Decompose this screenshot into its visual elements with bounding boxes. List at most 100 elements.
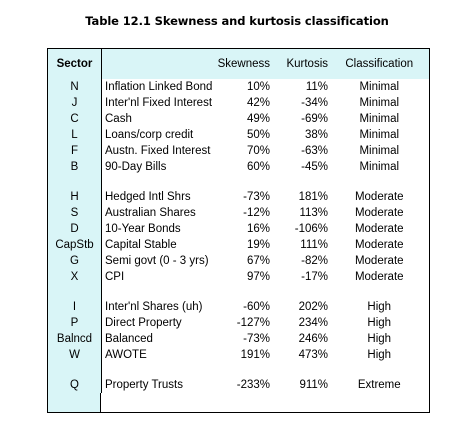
kurtosis-value: -106%	[294, 223, 328, 235]
skewness-value: 49%	[246, 113, 270, 125]
skewness-value: -60%	[243, 301, 270, 313]
kurtosis-value: 202%	[298, 301, 328, 313]
skewness-value: -73%	[243, 333, 270, 345]
kurtosis-value: 246%	[298, 333, 328, 345]
group-spacer	[48, 285, 429, 299]
kurtosis-value: 911%	[299, 379, 328, 391]
table-row: C Cash 49% -69% Minimal	[48, 111, 429, 127]
header-kurtosis: Kurtosis	[272, 49, 330, 79]
skewness-value: 191%	[240, 349, 270, 361]
sector-name: Inter'nl Fixed Interest	[105, 97, 213, 109]
table-row: X CPI 97% -17% Moderate	[48, 269, 429, 285]
kurtosis-value: -69%	[301, 113, 328, 125]
skewness-value: -127%	[236, 317, 270, 329]
table-row: I Inter'nl Shares (uh) -60% 202% High	[48, 299, 429, 315]
classification-value: Minimal	[359, 113, 400, 125]
sector-name: Capital Stable	[105, 239, 177, 251]
skewness-value: 19%	[246, 239, 270, 251]
table-row: Q Property Trusts -233% 911% Extreme	[48, 377, 429, 393]
classification-value: Extreme	[357, 379, 401, 391]
header-name	[101, 49, 208, 79]
sector-code: X	[48, 269, 102, 285]
table-row: CapStb Capital Stable 19% 111% Moderate	[48, 237, 429, 253]
sector-name: 10-Year Bonds	[105, 223, 181, 235]
skewness-value: 67%	[246, 255, 270, 267]
header-sector: Sector	[48, 49, 102, 79]
sector-name: AWOTE	[105, 349, 147, 361]
table-row: G Semi govt (0 - 3 yrs) 67% -82% Moderate	[48, 253, 429, 269]
sector-name: Inflation Linked Bond	[105, 81, 213, 93]
table-row: N Inflation Linked Bond 10% 11% Minimal	[48, 79, 429, 95]
sector-code: N	[48, 79, 102, 95]
kurtosis-value: 234%	[298, 317, 328, 329]
sector-code: C	[48, 111, 102, 127]
kurtosis-value: -82%	[301, 255, 328, 267]
table-frame: Sector Skewness Kurtosis Classification …	[47, 48, 430, 413]
classification-value: Minimal	[359, 97, 400, 109]
table-row: B 90-Day Bills 60% -45% Minimal	[48, 159, 429, 175]
sector-name: Direct Property	[105, 317, 182, 329]
classification-value: Minimal	[359, 161, 400, 173]
sector-name: 90-Day Bills	[105, 161, 167, 173]
classification-value: High	[367, 349, 392, 361]
classification-value: Minimal	[359, 81, 400, 93]
classification-value: Minimal	[359, 129, 400, 141]
table-caption: Table 12.1 Skewness and kurtosis classif…	[85, 14, 389, 28]
sector-code: D	[48, 221, 102, 237]
sector-name: Austn. Fixed Interest	[105, 145, 211, 157]
skewness-value: 70%	[246, 145, 270, 157]
classification-value: Moderate	[354, 207, 404, 219]
sector-name: Cash	[105, 113, 132, 125]
skewness-value: -12%	[243, 207, 270, 219]
sector-code: W	[48, 347, 102, 363]
sector-name: Semi govt (0 - 3 yrs)	[105, 255, 209, 267]
table-row: S Australian Shares -12% 113% Moderate	[48, 205, 429, 221]
sector-name: Hedged Intl Shrs	[105, 191, 191, 203]
group-spacer	[48, 175, 429, 189]
kurtosis-value: -45%	[301, 161, 328, 173]
skewness-value: -233%	[236, 379, 270, 391]
classification-value: Minimal	[359, 145, 400, 157]
classification-value: High	[367, 333, 392, 345]
classification-value: High	[367, 301, 392, 313]
table-row: H Hedged Intl Shrs -73% 181% Moderate	[48, 189, 429, 205]
kurtosis-value: -17%	[301, 271, 328, 283]
table-row: W AWOTE 191% 473% High	[48, 347, 429, 363]
group-spacer	[48, 363, 429, 377]
kurtosis-value: 11%	[305, 81, 328, 93]
skewness-value: 42%	[246, 97, 270, 109]
classification-value: Moderate	[354, 239, 404, 251]
table-row: J Inter'nl Fixed Interest 42% -34% Minimal	[48, 95, 429, 111]
sector-code: Balncd	[48, 331, 102, 347]
kurtosis-value: 38%	[304, 129, 328, 141]
classification-value: Moderate	[354, 191, 404, 203]
sector-code: B	[48, 159, 102, 175]
sector-code: H	[48, 189, 102, 205]
skewness-value: 16%	[246, 223, 270, 235]
kurtosis-value: 473%	[298, 349, 328, 361]
sector-code: J	[48, 95, 102, 111]
sector-code: CapStb	[48, 237, 102, 253]
classification-table: Sector Skewness Kurtosis Classification …	[48, 49, 429, 393]
sector-code: I	[48, 299, 102, 315]
table-row: F Austn. Fixed Interest 70% -63% Minimal	[48, 143, 429, 159]
kurtosis-value: 111%	[300, 239, 328, 251]
classification-value: Moderate	[354, 255, 404, 267]
sector-code: S	[48, 205, 102, 221]
table-row: Balncd Balanced -73% 246% High	[48, 331, 429, 347]
kurtosis-value: 181%	[298, 191, 328, 203]
kurtosis-value: 113%	[299, 207, 328, 219]
classification-value: Moderate	[354, 223, 404, 235]
sector-name: Property Trusts	[105, 379, 183, 391]
sector-name: Inter'nl Shares (uh)	[105, 301, 203, 313]
sector-code: G	[48, 253, 102, 269]
sector-name: CPI	[105, 271, 125, 283]
skewness-value: 97%	[246, 271, 270, 283]
header-classification: Classification	[330, 49, 429, 79]
header-row: Sector Skewness Kurtosis Classification	[48, 49, 429, 79]
skewness-value: 10%	[246, 81, 270, 93]
sector-name: Balanced	[105, 333, 153, 345]
skewness-value: 50%	[246, 129, 270, 141]
classification-value: High	[367, 317, 392, 329]
sector-code: Q	[48, 377, 102, 393]
